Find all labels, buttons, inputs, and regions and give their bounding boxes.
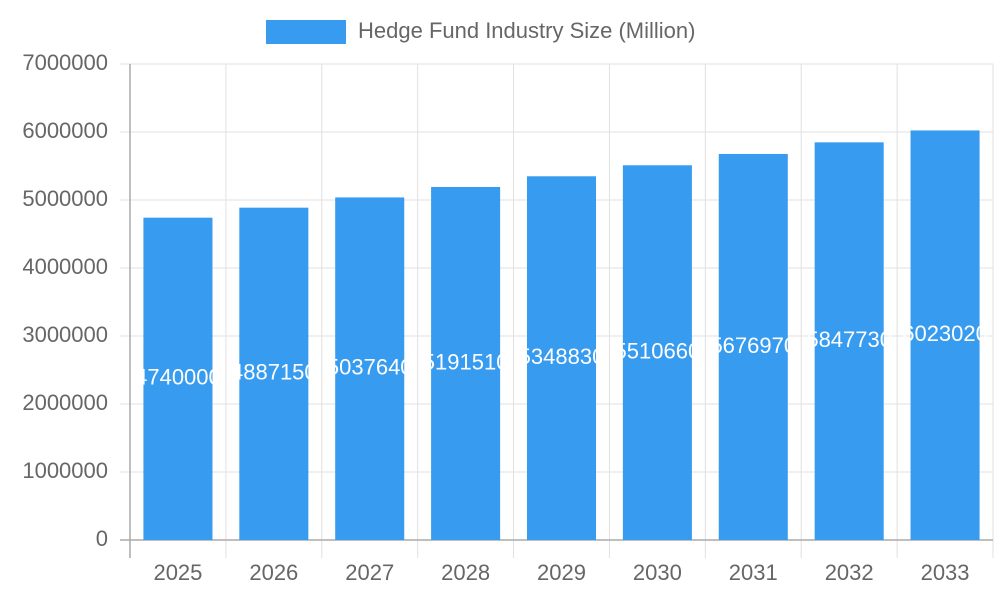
y-tick-label: 0 bbox=[96, 526, 108, 551]
y-tick-label: 7000000 bbox=[22, 50, 108, 75]
x-tick-label: 2032 bbox=[825, 560, 874, 585]
bar bbox=[814, 142, 884, 540]
bar bbox=[239, 207, 309, 540]
legend-swatch bbox=[266, 20, 346, 44]
y-tick-label: 3000000 bbox=[22, 322, 108, 347]
bar bbox=[718, 153, 788, 540]
y-tick-label: 4000000 bbox=[22, 254, 108, 279]
y-tick-label: 5000000 bbox=[22, 186, 108, 211]
bar bbox=[526, 176, 597, 541]
data-label: 5191510 bbox=[423, 349, 509, 374]
data-label: 5348830 bbox=[519, 344, 605, 369]
x-tick-label: 2030 bbox=[633, 560, 682, 585]
bar bbox=[622, 165, 692, 540]
bar bbox=[143, 217, 213, 540]
y-tick-label: 6000000 bbox=[22, 118, 108, 143]
data-label: 4887150 bbox=[231, 360, 317, 385]
y-tick-label: 1000000 bbox=[22, 458, 108, 483]
x-tick-label: 2029 bbox=[537, 560, 586, 585]
y-tick-label: 2000000 bbox=[22, 390, 108, 415]
x-tick-label: 2025 bbox=[153, 560, 202, 585]
bar bbox=[335, 197, 405, 540]
data-label: 5510660 bbox=[615, 338, 701, 363]
data-label: 4740000 bbox=[135, 365, 221, 390]
data-label: 5676970 bbox=[710, 333, 796, 358]
data-label: 6023020 bbox=[902, 321, 988, 346]
legend-label: Hedge Fund Industry Size (Million) bbox=[358, 18, 695, 43]
data-label: 5847730 bbox=[806, 327, 892, 352]
data-label: 5037640 bbox=[327, 355, 413, 380]
bar bbox=[431, 186, 501, 540]
x-tick-label: 2027 bbox=[345, 560, 394, 585]
bar bbox=[910, 130, 980, 541]
x-tick-label: 2026 bbox=[249, 560, 298, 585]
x-tick-label: 2033 bbox=[921, 560, 970, 585]
x-tick-label: 2031 bbox=[729, 560, 778, 585]
x-tick-label: 2028 bbox=[441, 560, 490, 585]
